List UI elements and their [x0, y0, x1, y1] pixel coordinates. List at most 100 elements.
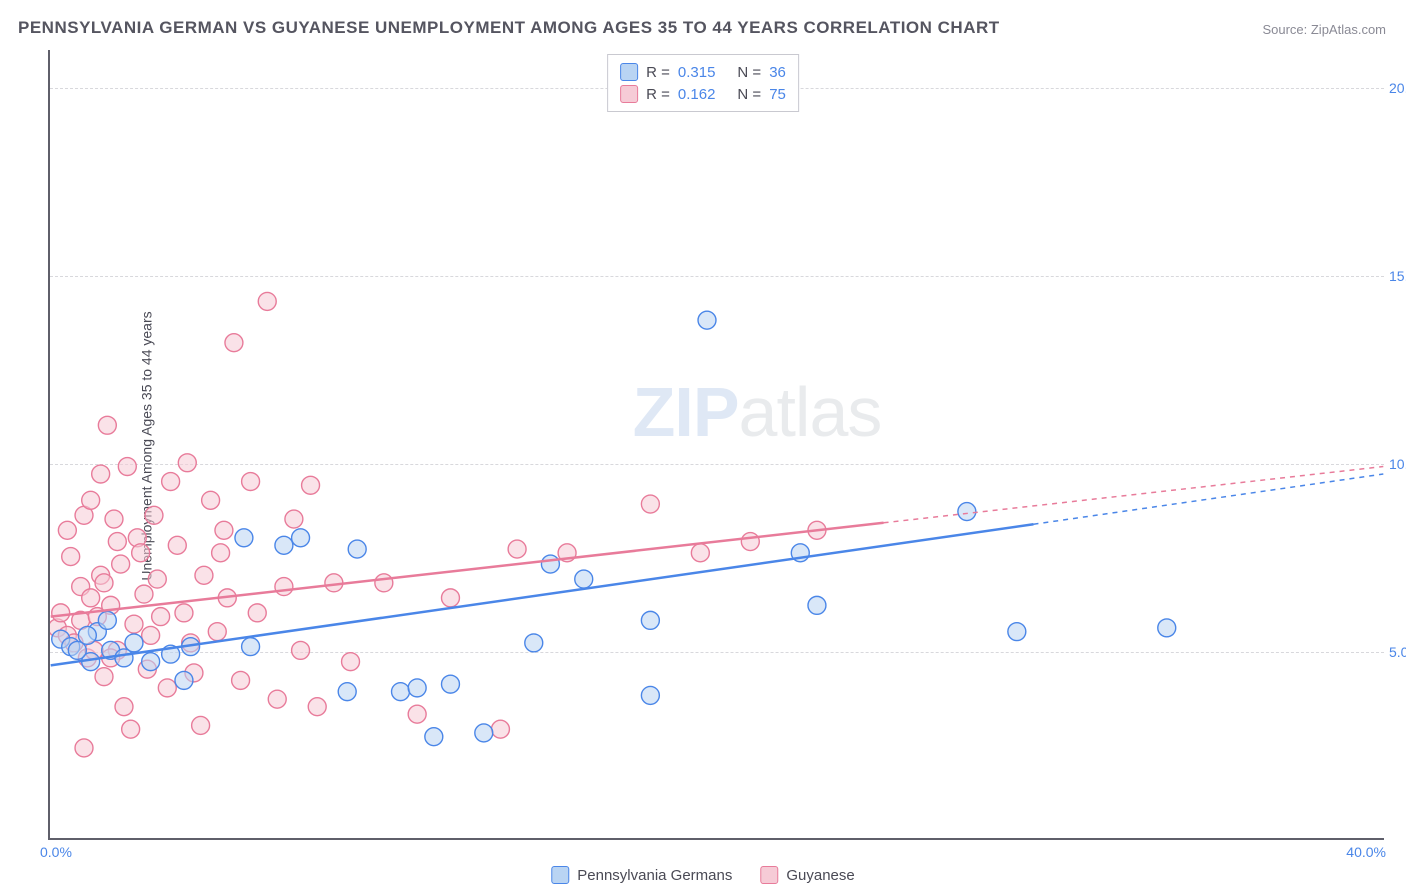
- data-point: [491, 720, 509, 738]
- data-point: [115, 698, 133, 716]
- data-point: [98, 416, 116, 434]
- data-point: [152, 608, 170, 626]
- data-point: [82, 491, 100, 509]
- data-point: [52, 604, 70, 622]
- legend-stats-row: R = 0.315N = 36: [620, 61, 786, 83]
- data-point: [268, 690, 286, 708]
- data-point: [105, 510, 123, 528]
- stat-r-value: 0.315: [678, 64, 716, 81]
- stat-n-label: N =: [737, 64, 761, 81]
- data-point: [92, 465, 110, 483]
- y-tick-label: 15.0%: [1389, 268, 1406, 284]
- data-point: [118, 458, 136, 476]
- data-point: [248, 604, 266, 622]
- data-point: [641, 495, 659, 513]
- data-point: [178, 454, 196, 472]
- chart-svg: [50, 50, 1384, 838]
- data-point: [475, 724, 493, 742]
- data-point: [58, 521, 76, 539]
- data-point: [122, 720, 140, 738]
- y-tick-label: 5.0%: [1389, 644, 1406, 660]
- data-point: [425, 728, 443, 746]
- data-point: [441, 675, 459, 693]
- data-point: [691, 544, 709, 562]
- data-point: [132, 544, 150, 562]
- data-point: [392, 683, 410, 701]
- data-point: [441, 589, 459, 607]
- data-point: [68, 641, 86, 659]
- stat-r-value: 0.162: [678, 86, 716, 103]
- legend-series-item: Guyanese: [760, 866, 854, 884]
- data-point: [162, 473, 180, 491]
- y-tick-label: 10.0%: [1389, 456, 1406, 472]
- legend-stats-box: R = 0.315 N = 36 R = 0.162 N = 75: [607, 54, 799, 112]
- chart-title: PENNSYLVANIA GERMAN VS GUYANESE UNEMPLOY…: [18, 18, 1000, 38]
- legend-swatch: [620, 85, 638, 103]
- data-point: [342, 653, 360, 671]
- data-point: [142, 653, 160, 671]
- stat-n-label: N =: [737, 86, 761, 103]
- data-point: [125, 615, 143, 633]
- data-point: [235, 529, 253, 547]
- data-point: [168, 536, 186, 554]
- data-point: [292, 641, 310, 659]
- legend-series: Pennsylvania Germans Guyanese: [551, 866, 854, 884]
- data-point: [148, 570, 166, 588]
- data-point: [641, 686, 659, 704]
- data-point: [242, 473, 260, 491]
- data-point: [375, 574, 393, 592]
- data-point: [202, 491, 220, 509]
- legend-swatch: [760, 866, 778, 884]
- data-point: [408, 679, 426, 697]
- data-point: [142, 626, 160, 644]
- data-point: [698, 311, 716, 329]
- data-point: [98, 611, 116, 629]
- y-tick-label: 20.0%: [1389, 80, 1406, 96]
- data-point: [75, 739, 93, 757]
- legend-series-label: Pennsylvania Germans: [577, 867, 732, 884]
- data-point: [302, 476, 320, 494]
- stat-n-value: 36: [769, 64, 786, 81]
- data-point: [958, 503, 976, 521]
- data-point: [808, 596, 826, 614]
- legend-swatch: [620, 63, 638, 81]
- data-point: [212, 544, 230, 562]
- data-point: [145, 506, 163, 524]
- data-point: [135, 585, 153, 603]
- data-point: [108, 533, 126, 551]
- data-point: [275, 578, 293, 596]
- data-point: [275, 536, 293, 554]
- data-point: [541, 555, 559, 573]
- legend-series-label: Guyanese: [786, 867, 854, 884]
- stat-r-label: R =: [646, 86, 670, 103]
- data-point: [95, 668, 113, 686]
- data-point: [62, 548, 80, 566]
- data-point: [82, 589, 100, 607]
- data-point: [575, 570, 593, 588]
- data-point: [408, 705, 426, 723]
- data-point: [195, 566, 213, 584]
- data-point: [258, 292, 276, 310]
- legend-swatch: [551, 866, 569, 884]
- data-point: [1158, 619, 1176, 637]
- legend-series-item: Pennsylvania Germans: [551, 866, 732, 884]
- data-point: [192, 716, 210, 734]
- data-point: [95, 574, 113, 592]
- data-point: [175, 604, 193, 622]
- data-point: [158, 679, 176, 697]
- data-point: [175, 671, 193, 689]
- data-point: [641, 611, 659, 629]
- stat-n-value: 75: [769, 86, 786, 103]
- data-point: [225, 334, 243, 352]
- data-point: [285, 510, 303, 528]
- data-point: [508, 540, 526, 558]
- data-point: [525, 634, 543, 652]
- legend-stats-row: R = 0.162 N = 75: [620, 83, 786, 105]
- data-point: [242, 638, 260, 656]
- data-point: [215, 521, 233, 539]
- data-point: [125, 634, 143, 652]
- plot-area: ZIPatlas 5.0%10.0%15.0%20.0%0.0%40.0%: [48, 50, 1384, 840]
- source-attribution: Source: ZipAtlas.com: [1262, 22, 1386, 37]
- data-point: [348, 540, 366, 558]
- x-tick-label: 40.0%: [1346, 844, 1386, 860]
